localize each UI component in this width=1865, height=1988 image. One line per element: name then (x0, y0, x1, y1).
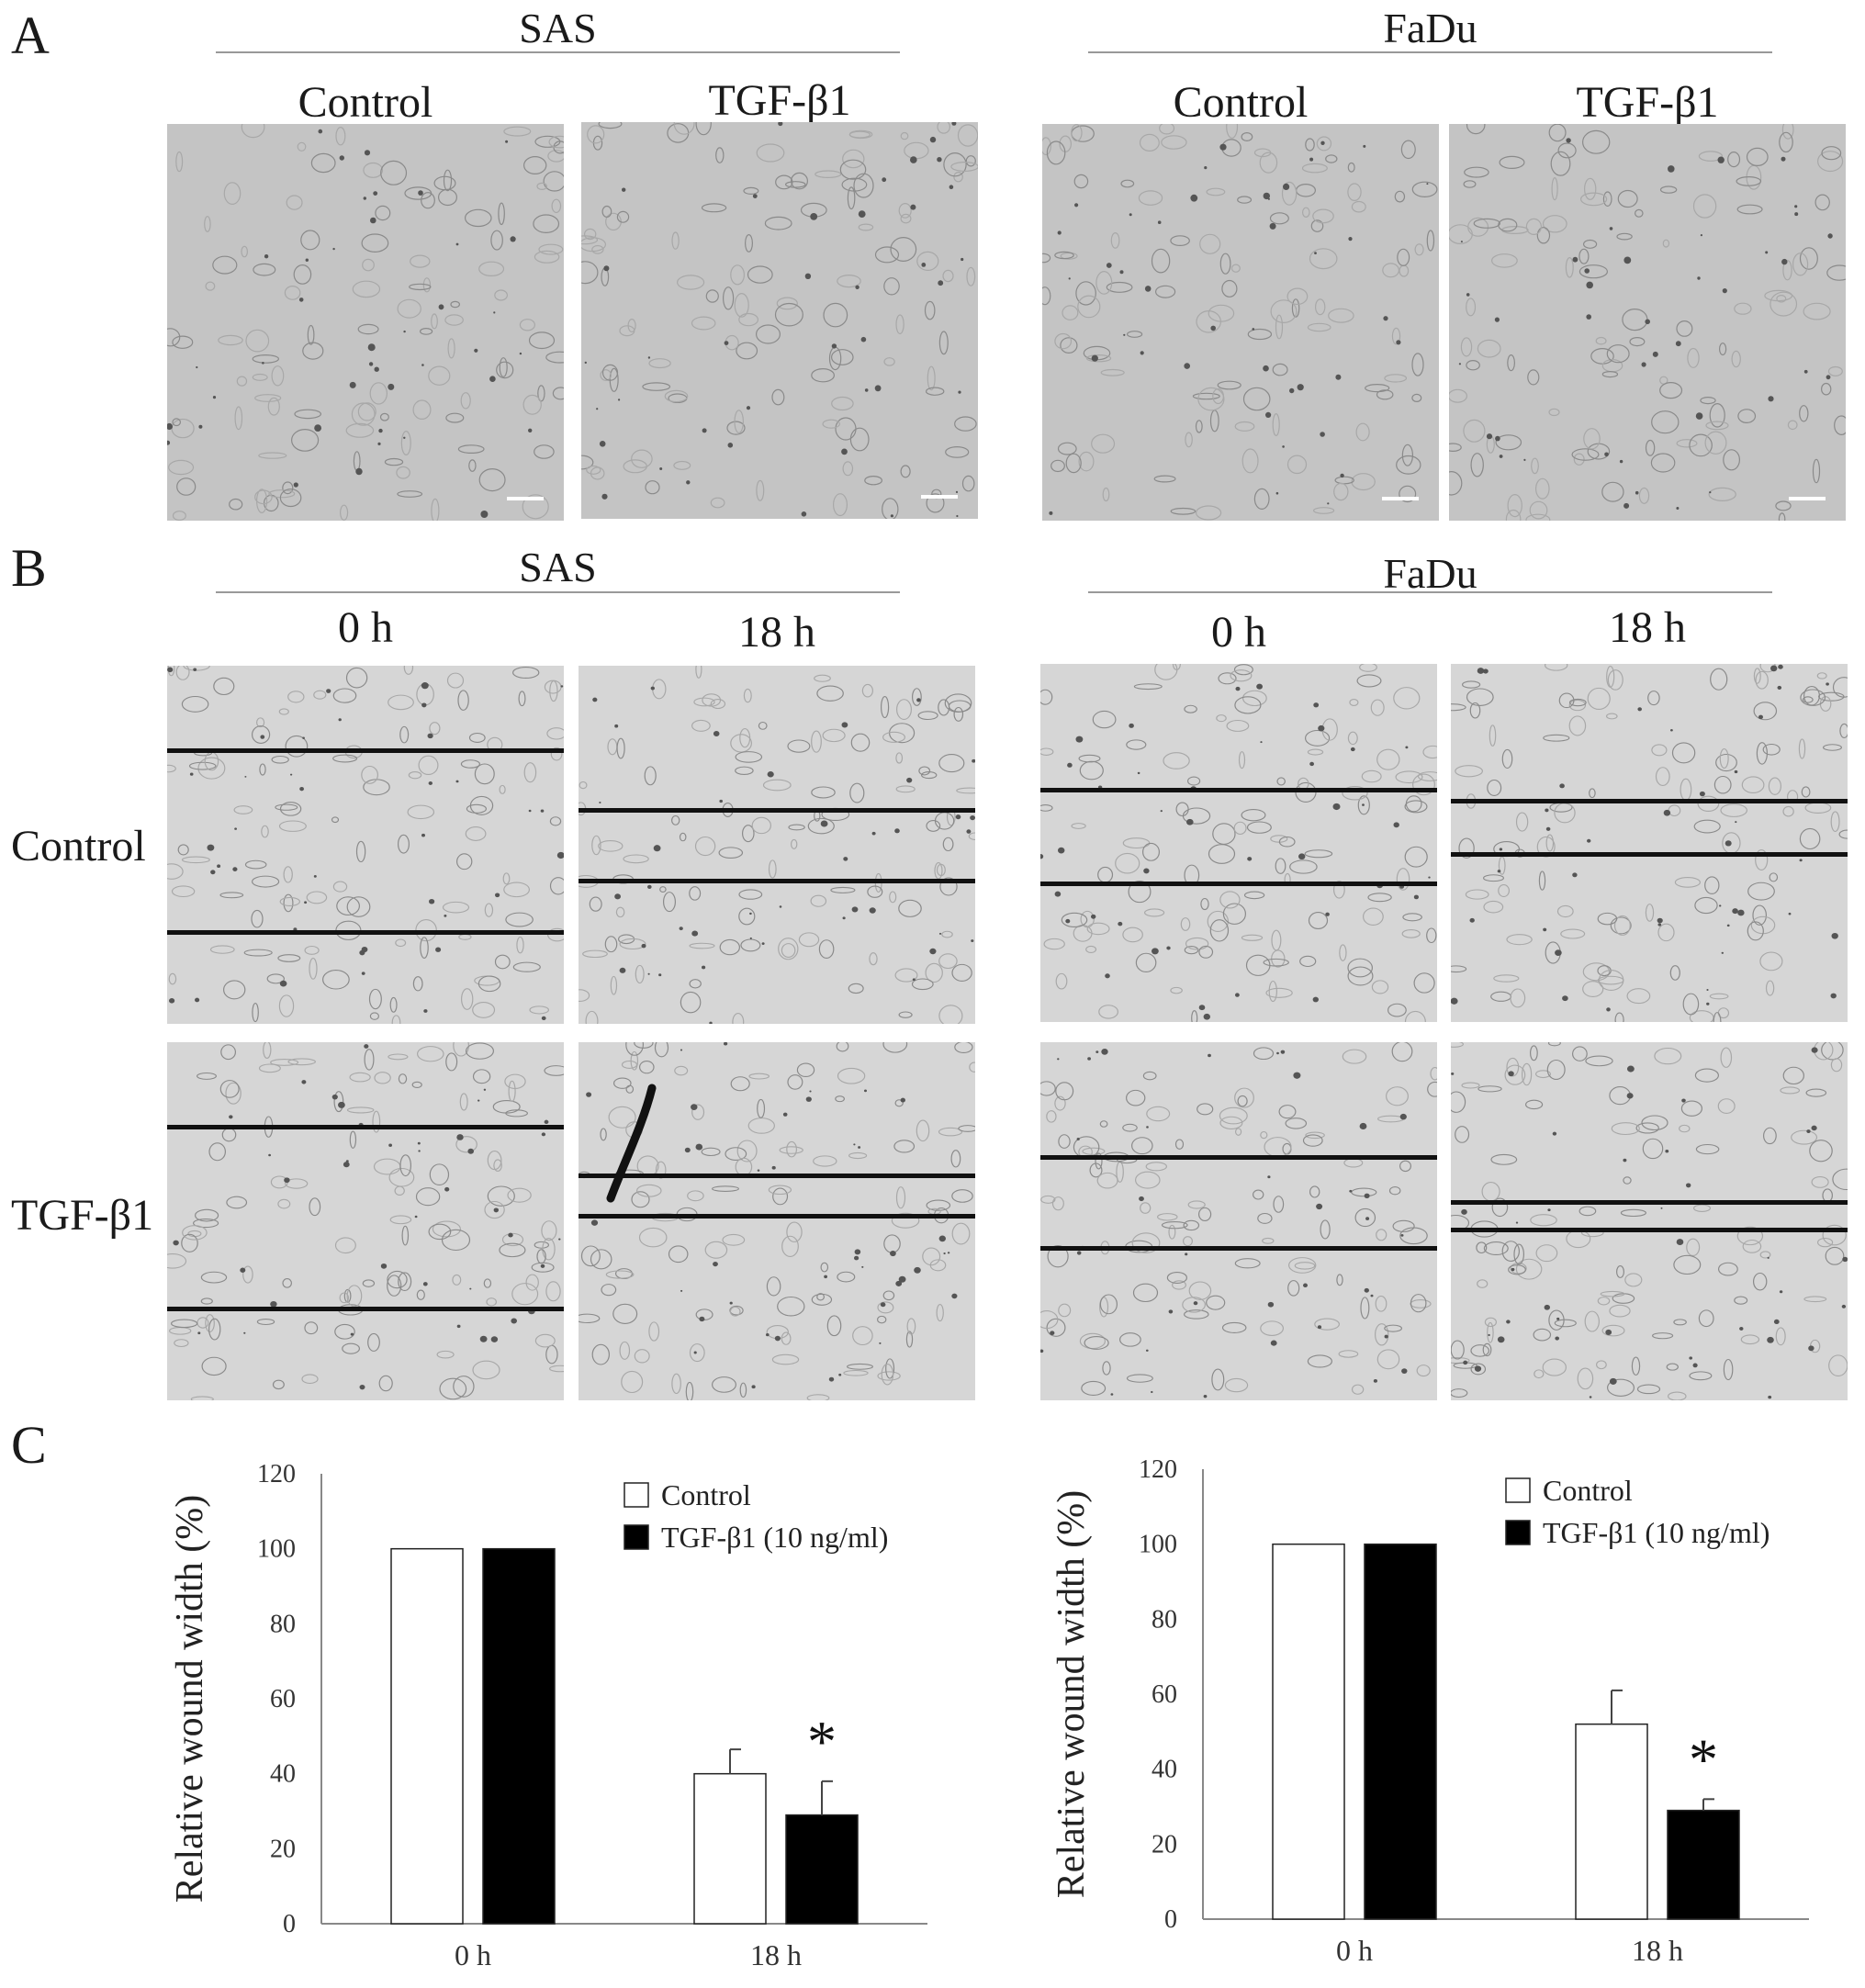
panel-b-group-title-sas: SAS (519, 544, 597, 590)
panel-b-row-title-tgf: TGF-β1 (11, 1191, 154, 1240)
panel-b-col-title-sas-18h: 18 h (738, 608, 815, 657)
y-tick-label: 100 (257, 1535, 296, 1564)
panel-a-col-title-fadu-control: Control (1173, 78, 1309, 127)
bar (785, 1814, 859, 1925)
y-tick-label: 80 (1152, 1605, 1177, 1634)
panel-a-group-rule-fadu (1088, 51, 1772, 53)
panel-a-col-title-sas-tgf: TGF-β1 (708, 76, 851, 125)
micrograph-b-sas-tgf-18h (579, 1042, 975, 1400)
y-tick-label: 40 (270, 1760, 296, 1789)
wound-edge-line (1040, 1155, 1437, 1160)
wound-edge-line (579, 1174, 975, 1178)
panel-b-col-title-fadu-18h: 18 h (1609, 603, 1686, 652)
legend-label: TGF-β1 (10 ng/ml) (1543, 1516, 1770, 1549)
x-tick-label: 18 h (750, 1938, 802, 1971)
chart-fadu: Relative wound width (%) 0 20 40 60 80 100 120 0… (1047, 1437, 1855, 1979)
significance-star: * (1689, 1726, 1718, 1791)
micrograph-b-fadu-control-0h (1040, 664, 1437, 1022)
y-tick-label: 20 (270, 1835, 296, 1863)
bar (1272, 1543, 1345, 1920)
legend-label: Control (661, 1478, 751, 1511)
legend-swatch (624, 1524, 649, 1550)
micrograph-b-sas-tgf-0h (167, 1042, 564, 1400)
x-tick-label: 0 h (455, 1938, 491, 1971)
y-tick-label: 60 (1152, 1680, 1177, 1709)
wound-edge-line (1451, 1228, 1848, 1232)
y-tick-label: 60 (270, 1685, 296, 1713)
wound-edge-line (579, 808, 975, 813)
wound-edge-line (167, 1307, 564, 1311)
wound-edge-line (1451, 852, 1848, 857)
bar-chart-svg: Relative wound width (%) 0 20 40 60 80 100 120 0… (1050, 1455, 1809, 1967)
wound-edge-line (1040, 882, 1437, 886)
micrograph-b-sas-control-0h (167, 666, 564, 1024)
panel-b-group-rule-sas (216, 591, 900, 593)
y-axis-label: Relative wound width (%) (169, 1495, 211, 1903)
chart-sas: Relative wound width (%) 0 20 40 60 80 100 120 0… (165, 1442, 973, 1983)
bar (390, 1547, 464, 1925)
y-tick-label: 120 (1139, 1455, 1177, 1484)
micrograph-a-fadu-control (1042, 124, 1439, 521)
panel-b-letter: B (11, 538, 47, 598)
y-tick-label: 40 (1152, 1756, 1177, 1784)
wound-edge-line (167, 748, 564, 753)
panel-b-col-title-sas-0h: 0 h (338, 603, 393, 652)
bar (1364, 1543, 1437, 1920)
panel-a-group-rule-sas (216, 51, 900, 53)
micrograph-b-fadu-tgf-18h (1451, 1042, 1848, 1400)
wound-edge-line (167, 1125, 564, 1129)
bar-chart-svg: Relative wound width (%) 0 20 40 60 80 100 120 0… (169, 1460, 927, 1971)
panel-b-row-title-control: Control (11, 822, 146, 870)
panel-c-letter: C (11, 1415, 47, 1475)
bar (482, 1547, 556, 1925)
micrograph-a-sas-control (167, 124, 564, 521)
micrograph-b-fadu-control-18h (1451, 664, 1848, 1022)
y-tick-label: 120 (257, 1460, 296, 1488)
micrograph-b-sas-control-18h (579, 666, 975, 1024)
micrograph-a-fadu-tgf (1449, 124, 1846, 521)
micrograph-b-fadu-tgf-0h (1040, 1042, 1437, 1400)
wound-edge-line (167, 930, 564, 935)
wound-edge-line (1451, 799, 1848, 803)
panel-a-group-title-fadu: FaDu (1383, 5, 1477, 51)
wound-edge-line (1451, 1200, 1848, 1205)
y-tick-label: 0 (1164, 1905, 1177, 1934)
panel-a-col-title-sas-control: Control (298, 78, 433, 127)
wound-edge-line (1040, 788, 1437, 792)
panel-b-col-title-fadu-0h: 0 h (1211, 608, 1266, 657)
legend-label: TGF-β1 (10 ng/ml) (661, 1521, 888, 1554)
y-tick-label: 100 (1139, 1531, 1177, 1559)
wound-edge-line (579, 879, 975, 883)
bar (693, 1772, 767, 1925)
panel-a-group-title-sas: SAS (519, 5, 597, 51)
y-tick-label: 20 (1152, 1830, 1177, 1859)
wound-edge-line (579, 1214, 975, 1219)
x-tick-label: 18 h (1632, 1934, 1683, 1967)
wound-edge-line (1040, 1246, 1437, 1251)
bar (1667, 1809, 1740, 1920)
legend-label: Control (1543, 1474, 1633, 1507)
y-tick-label: 0 (283, 1910, 296, 1938)
panel-a-letter: A (11, 6, 50, 65)
bar (1575, 1723, 1648, 1920)
panel-b-group-rule-fadu (1088, 591, 1772, 593)
x-tick-label: 0 h (1336, 1934, 1373, 1967)
y-axis-label: Relative wound width (%) (1050, 1490, 1093, 1898)
micrograph-a-sas-tgf (581, 122, 978, 519)
panel-a-col-title-fadu-tgf: TGF-β1 (1576, 78, 1719, 127)
legend-swatch (624, 1482, 649, 1508)
legend-swatch (1505, 1520, 1531, 1545)
significance-star: * (807, 1709, 837, 1774)
legend-swatch (1505, 1477, 1531, 1503)
y-tick-label: 80 (270, 1610, 296, 1638)
panel-b-group-title-fadu: FaDu (1383, 550, 1477, 597)
